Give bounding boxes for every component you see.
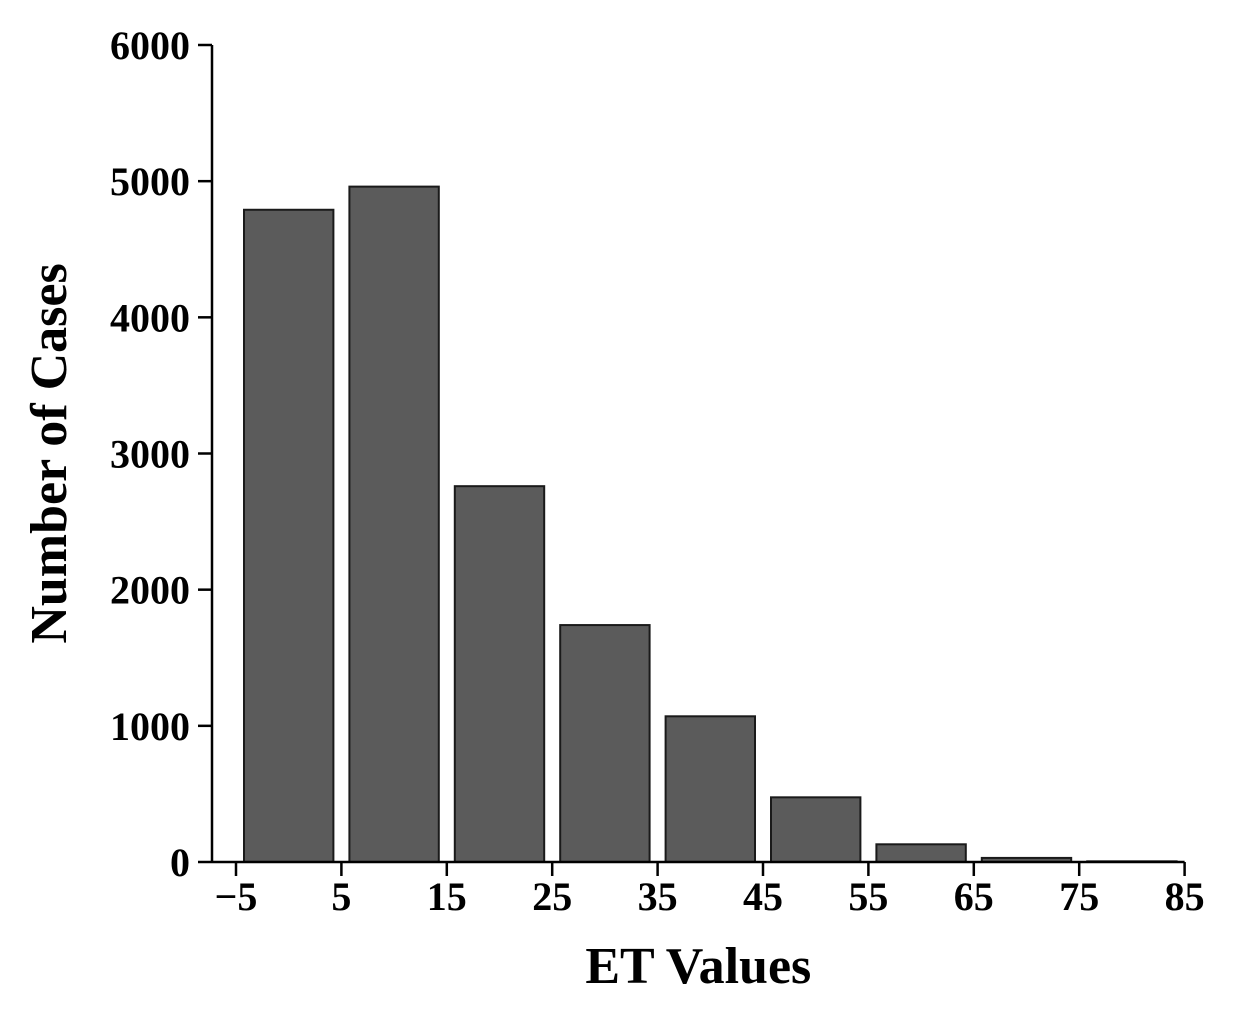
x-tick-label: 25 [532, 874, 572, 919]
y-tick-label: 5000 [110, 159, 190, 204]
y-tick-label: 3000 [110, 432, 190, 477]
histogram-bar [453, 485, 546, 863]
histogram-bar [243, 208, 335, 864]
histogram-bar [875, 843, 967, 864]
x-ticks-group: −5 5 15 25 35 45 55 65 75 85 [215, 862, 1205, 919]
y-ticks-group: 0 1000 2000 3000 4000 5000 6000 [110, 23, 212, 885]
y-tick-label: 4000 [110, 295, 190, 340]
x-tick-label: 75 [1059, 874, 1099, 919]
histogram-bar [664, 715, 756, 864]
x-tick-label: 45 [743, 874, 783, 919]
x-axis-title: ET Values [585, 938, 811, 995]
y-tick-label: 0 [170, 840, 190, 885]
bars-group [243, 185, 1178, 864]
y-tick-label: 6000 [110, 23, 190, 68]
x-tick-label: 15 [427, 874, 467, 919]
x-tick-label: 65 [954, 874, 994, 919]
x-tick-label: 85 [1165, 874, 1205, 919]
y-tick-label: 1000 [110, 704, 190, 749]
histogram-bar [770, 796, 862, 864]
x-tick-label: 5 [331, 874, 351, 919]
y-tick-label: 2000 [110, 568, 190, 613]
x-tick-label: 35 [638, 874, 678, 919]
histogram-bar [559, 624, 651, 863]
histogram-bar [348, 185, 440, 863]
x-tick-label: 55 [848, 874, 888, 919]
x-tick-label: −5 [215, 874, 258, 919]
y-axis-title: Number of Cases [21, 263, 78, 643]
